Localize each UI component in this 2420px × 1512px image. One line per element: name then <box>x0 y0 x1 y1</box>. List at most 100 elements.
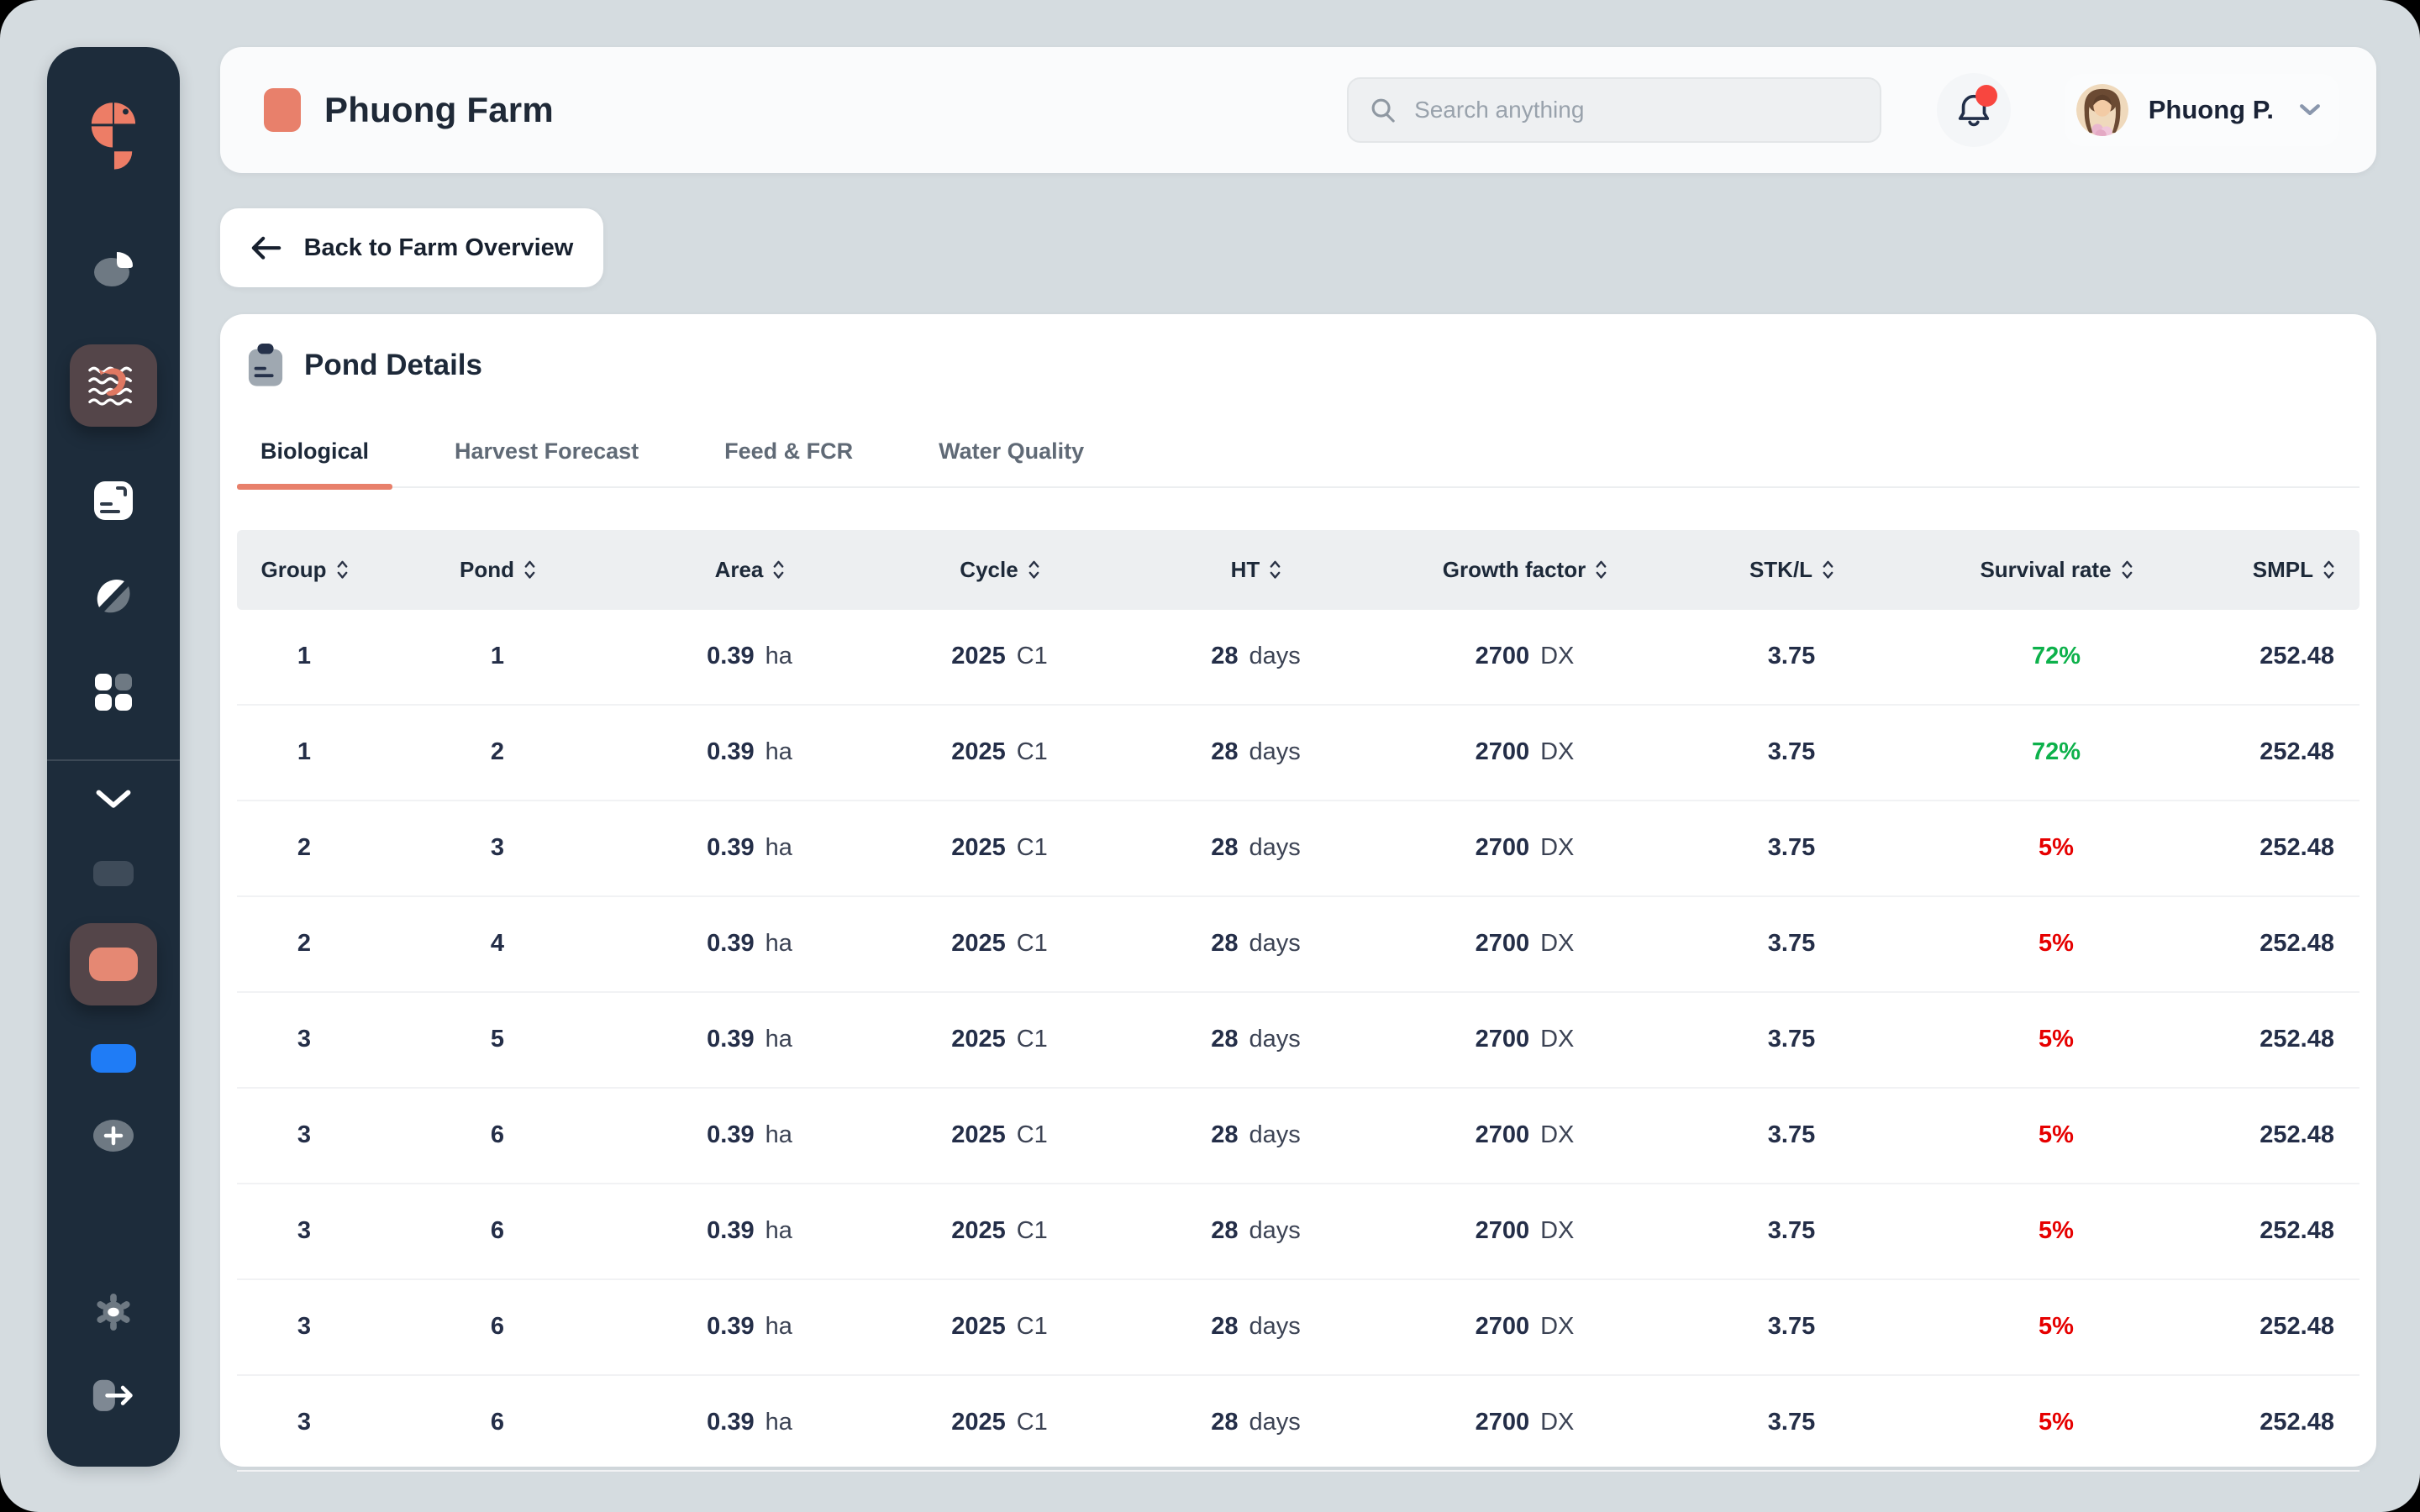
ht-unit: days <box>1249 1121 1301 1149</box>
column-header-survival-rate[interactable]: Survival rate <box>1922 557 2191 583</box>
pond-details-card: Pond Details Biological Harvest Forecast… <box>220 314 2376 1472</box>
cell-pond: 6 <box>371 1313 623 1341</box>
cell-survival-rate: 72% <box>1922 738 2191 766</box>
growth-factor-value: 2700 <box>1475 1409 1530 1436</box>
area-value: 0.39 <box>707 738 755 766</box>
area-unit: ha <box>765 738 792 766</box>
sidebar-item-farm-3[interactable] <box>91 1044 136 1074</box>
cell-stk-l: 3.75 <box>1661 1026 1922 1053</box>
cell-ht: 28 days <box>1123 1121 1388 1149</box>
area-unit: ha <box>765 1026 792 1053</box>
smpl-value: 252.48 <box>2260 1121 2334 1149</box>
table-row[interactable]: 3 6 0.39 ha 2025 C1 28 days 2700 DX 3.75 5% … <box>237 1376 2360 1472</box>
growth-factor-value: 2700 <box>1475 1121 1530 1149</box>
cell-ht: 28 days <box>1123 738 1388 766</box>
column-header-stk-l[interactable]: STK/L <box>1661 557 1922 583</box>
clipboard-icon <box>248 343 283 386</box>
shrimp-logo-icon[interactable] <box>89 99 138 170</box>
column-header-smpl[interactable]: SMPL <box>2191 557 2360 583</box>
sidebar-item-apps[interactable] <box>93 672 134 712</box>
area-unit: ha <box>765 1409 792 1436</box>
sidebar-item-reports[interactable] <box>93 480 134 521</box>
pond-value: 5 <box>490 1026 505 1053</box>
cell-cycle: 2025 C1 <box>876 1313 1123 1341</box>
ht-unit: days <box>1249 834 1301 862</box>
settings-button[interactable] <box>94 1293 133 1331</box>
pond-value: 1 <box>490 643 505 670</box>
cell-pond: 1 <box>371 643 623 670</box>
logout-button[interactable] <box>92 1377 135 1415</box>
ht-value: 28 <box>1211 1121 1239 1149</box>
tab-harvest-forecast[interactable]: Harvest Forecast <box>431 425 662 486</box>
cycle-code: C1 <box>1016 1026 1048 1053</box>
group-value: 3 <box>297 1313 312 1341</box>
column-header-ht[interactable]: HT <box>1123 557 1388 583</box>
gray-pill-icon <box>93 861 134 887</box>
cell-group: 1 <box>237 643 371 670</box>
sort-icon <box>1596 560 1607 579</box>
cell-survival-rate: 5% <box>1922 1409 2191 1436</box>
stk-l-value: 3.75 <box>1767 1409 1816 1436</box>
cell-smpl: 252.48 <box>2191 930 2360 958</box>
cell-stk-l: 3.75 <box>1661 930 1922 958</box>
sidebar-item-farm-1[interactable] <box>93 861 134 887</box>
table-row[interactable]: 2 3 0.39 ha 2025 C1 28 days 2700 DX 3.75 5% … <box>237 801 2360 897</box>
cell-survival-rate: 5% <box>1922 834 2191 862</box>
table-row[interactable]: 2 4 0.39 ha 2025 C1 28 days 2700 DX 3.75 5% … <box>237 897 2360 993</box>
area-value: 0.39 <box>707 1217 755 1245</box>
growth-factor-unit: DX <box>1540 1217 1575 1245</box>
gear-icon <box>97 1294 130 1331</box>
smpl-value: 252.48 <box>2260 1217 2334 1245</box>
growth-factor-value: 2700 <box>1475 1026 1530 1053</box>
pond-value: 6 <box>490 1313 505 1341</box>
table-row[interactable]: 3 6 0.39 ha 2025 C1 28 days 2700 DX 3.75 5% … <box>237 1089 2360 1184</box>
table-row[interactable]: 3 5 0.39 ha 2025 C1 28 days 2700 DX 3.75 5% … <box>237 993 2360 1089</box>
tab-feed-fcr[interactable]: Feed & FCR <box>701 425 876 486</box>
table-row[interactable]: 3 6 0.39 ha 2025 C1 28 days 2700 DX 3.75 5% … <box>237 1280 2360 1376</box>
column-header-cycle[interactable]: Cycle <box>876 557 1123 583</box>
column-header-growth-factor[interactable]: Growth factor <box>1388 557 1661 583</box>
cell-group: 3 <box>237 1026 371 1053</box>
pond-value: 2 <box>490 738 505 766</box>
survival-rate-value: 5% <box>2039 1121 2074 1149</box>
user-menu[interactable]: Phuong P. <box>2064 74 2339 146</box>
stk-l-value: 3.75 <box>1767 643 1816 670</box>
cell-area: 0.39 ha <box>623 1217 876 1245</box>
cycle-year: 2025 <box>951 1313 1006 1341</box>
stk-l-value: 3.75 <box>1767 1026 1816 1053</box>
column-header-group[interactable]: Group <box>237 557 371 583</box>
cell-stk-l: 3.75 <box>1661 1313 1922 1341</box>
sidebar-item-farm-2[interactable] <box>70 923 157 1006</box>
cell-cycle: 2025 C1 <box>876 1409 1123 1436</box>
cycle-code: C1 <box>1016 1313 1048 1341</box>
smpl-value: 252.48 <box>2260 1313 2334 1341</box>
cell-survival-rate: 5% <box>1922 1313 2191 1341</box>
group-value: 2 <box>297 834 312 862</box>
cell-group: 3 <box>237 1313 371 1341</box>
sidebar-expand-button[interactable] <box>96 790 131 809</box>
sidebar-item-journal[interactable] <box>93 576 134 617</box>
ht-unit: days <box>1249 930 1301 958</box>
survival-rate-value: 5% <box>2039 834 2074 862</box>
column-header-pond[interactable]: Pond <box>371 557 623 583</box>
tab-water-quality[interactable]: Water Quality <box>915 425 1107 486</box>
search-box[interactable] <box>1346 77 1881 143</box>
back-to-farm-overview-button[interactable]: Back to Farm Overview <box>220 208 603 287</box>
search-input[interactable] <box>1413 96 1860 124</box>
notifications-button[interactable] <box>1936 73 2011 147</box>
cell-area: 0.39 ha <box>623 930 876 958</box>
cycle-code: C1 <box>1016 1217 1048 1245</box>
table-row[interactable]: 3 6 0.39 ha 2025 C1 28 days 2700 DX 3.75 5% … <box>237 1184 2360 1280</box>
table-row[interactable]: 1 1 0.39 ha 2025 C1 28 days 2700 DX 3.75 72%… <box>237 610 2360 706</box>
survival-rate-value: 5% <box>2039 1313 2074 1341</box>
sidebar-item-dashboard[interactable] <box>92 250 135 289</box>
table-row[interactable]: 1 2 0.39 ha 2025 C1 28 days 2700 DX 3.75 72%… <box>237 706 2360 801</box>
sidebar-item-ponds[interactable] <box>70 344 157 427</box>
cell-smpl: 252.48 <box>2191 1409 2360 1436</box>
tab-biological[interactable]: Biological <box>237 425 393 490</box>
search-icon <box>1371 98 1395 123</box>
add-farm-button[interactable] <box>92 1118 135 1153</box>
group-value: 1 <box>297 738 312 766</box>
column-header-area[interactable]: Area <box>623 557 876 583</box>
growth-factor-unit: DX <box>1540 1313 1575 1341</box>
